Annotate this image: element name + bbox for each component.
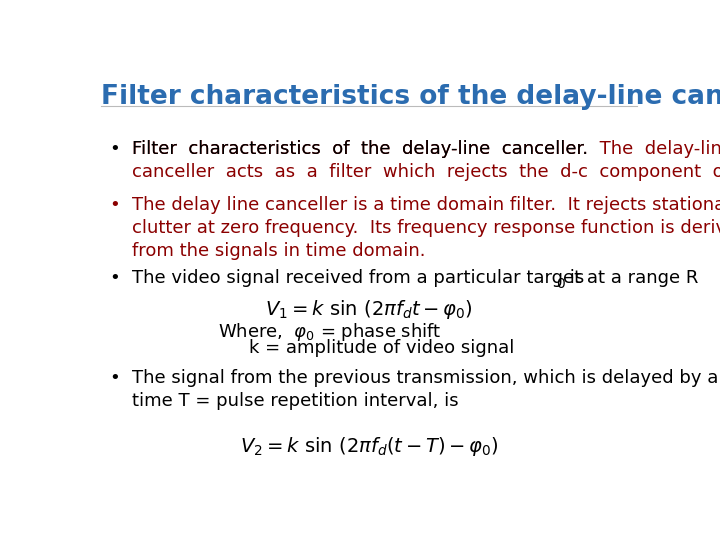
Text: The delay line canceller is a time domain filter.  It rejects stationary: The delay line canceller is a time domai…: [132, 196, 720, 214]
Text: The signal from the previous transmission, which is delayed by a: The signal from the previous transmissio…: [132, 369, 719, 387]
Text: is: is: [564, 268, 585, 287]
Text: •: •: [109, 268, 120, 287]
Text: •: •: [109, 140, 120, 158]
Text: canceller  acts  as  a  filter  which  rejects  the  d-c  component  of  clutter: canceller acts as a filter which rejects…: [132, 163, 720, 180]
Text: The video signal received from a particular target at a range R: The video signal received from a particu…: [132, 268, 698, 287]
Text: Filter characteristics of the delay-line canceller: Filter characteristics of the delay-line…: [101, 84, 720, 110]
Text: time T = pulse repetition interval, is: time T = pulse repetition interval, is: [132, 392, 459, 410]
Text: •: •: [109, 196, 120, 214]
Text: •: •: [109, 369, 120, 387]
Text: $V_2 = k\ \mathrm{sin}\ (2\pi f_d(t - T) - \varphi_0)$: $V_2 = k\ \mathrm{sin}\ (2\pi f_d(t - T)…: [240, 435, 498, 458]
Text: Filter  characteristics  of  the  delay-line  canceller.: Filter characteristics of the delay-line…: [132, 140, 588, 158]
Text: from the signals in time domain.: from the signals in time domain.: [132, 241, 426, 260]
Text: Filter  characteristics  of  the  delay-line  canceller.  The  delay-line: Filter characteristics of the delay-line…: [132, 140, 720, 158]
Text: Where,  $\varphi_0$ = phase shift: Where, $\varphi_0$ = phase shift: [218, 321, 442, 342]
Text: k = amplitude of video signal: k = amplitude of video signal: [249, 339, 514, 357]
Text: $V_1 = k\ \mathrm{sin}\ (2\pi f_d t - \varphi_0)$: $V_1 = k\ \mathrm{sin}\ (2\pi f_d t - \v…: [265, 298, 473, 321]
Text: clutter at zero frequency.  Its frequency response function is derived: clutter at zero frequency. Its frequency…: [132, 219, 720, 237]
Text: 0: 0: [557, 277, 565, 291]
